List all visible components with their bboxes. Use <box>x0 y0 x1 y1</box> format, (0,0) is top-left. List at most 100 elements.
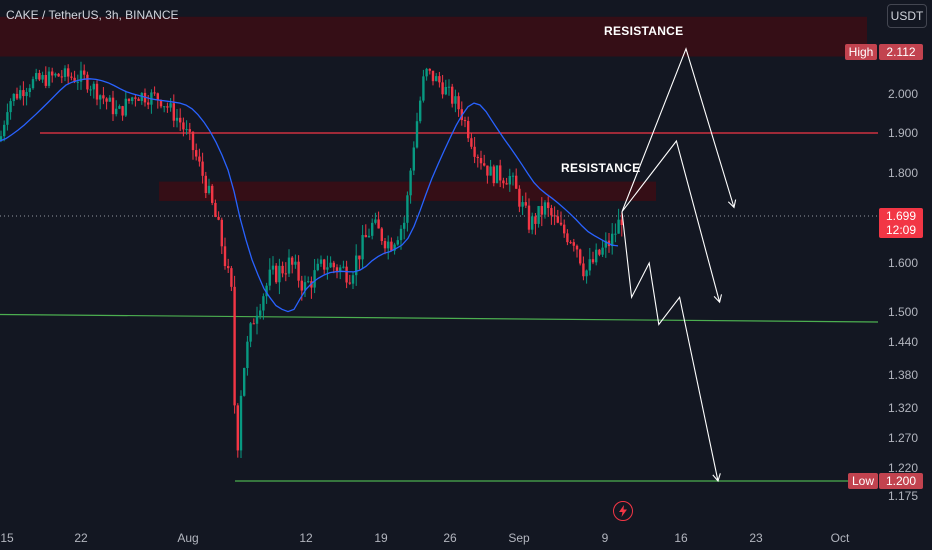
candle-body <box>588 259 591 271</box>
candle-body <box>572 242 575 246</box>
candle-body <box>166 106 169 108</box>
candle-body <box>124 98 127 116</box>
candle-body <box>303 282 307 291</box>
lines-layer <box>0 132 879 482</box>
candle-body <box>179 117 182 123</box>
candle-body <box>233 286 236 406</box>
candle-body <box>415 121 419 148</box>
candle-body <box>73 77 76 82</box>
candle-body <box>537 206 540 224</box>
candle-body <box>479 158 483 164</box>
candle-body <box>191 131 195 151</box>
price-tick-label: 1.800 <box>888 166 918 180</box>
candle-body <box>51 71 54 76</box>
resistance-zone <box>0 16 867 57</box>
candle-body <box>393 244 396 251</box>
candle-body <box>521 202 524 207</box>
candle-body <box>15 93 19 99</box>
candle-body <box>111 97 115 115</box>
candle-body <box>236 405 239 451</box>
candle-body <box>582 263 585 277</box>
candle-body <box>559 222 563 225</box>
time-tick-label: Aug <box>177 531 198 545</box>
candle-body <box>486 165 489 176</box>
candle-body <box>614 233 617 235</box>
candle-body <box>278 265 281 283</box>
candle-body <box>195 150 198 157</box>
candle-body <box>57 73 60 77</box>
candle-body <box>3 124 6 137</box>
candle-body <box>147 102 150 105</box>
candle-body <box>505 183 508 185</box>
candle-body <box>495 165 499 184</box>
candle-body <box>476 156 479 159</box>
bar-countdown: 12:09 <box>885 223 917 237</box>
candle-body <box>595 249 598 263</box>
candle-body <box>297 261 300 281</box>
candle-body <box>156 93 159 101</box>
candle-body <box>364 235 367 238</box>
currency-button[interactable]: USDT <box>887 4 927 28</box>
candle-body <box>463 120 467 122</box>
candle-body <box>515 175 518 189</box>
candle-body <box>76 81 79 83</box>
candle-body <box>579 249 582 264</box>
candle-body <box>383 241 387 249</box>
low-label: Low <box>848 473 878 489</box>
candle-body <box>601 247 604 255</box>
candle-body <box>249 323 252 342</box>
time-tick-label: 22 <box>74 531 88 545</box>
candle-body <box>79 70 83 82</box>
symbol-title[interactable]: CAKE / TetherUS, 3h, BINANCE <box>6 8 179 22</box>
price-axis[interactable]: 2.000 1.900 1.800 1.600 1.500 1.440 1.380 1.320… <box>888 87 918 503</box>
candle-body <box>339 267 342 272</box>
candle-body <box>527 205 531 230</box>
candle-body <box>268 269 271 286</box>
candle-body <box>102 95 105 99</box>
lightning-bolt-icon[interactable] <box>613 501 633 521</box>
candle-body <box>511 175 515 177</box>
candle-body <box>307 281 310 283</box>
time-tick-label: 15 <box>0 531 14 545</box>
candle-body <box>531 216 534 230</box>
candle-body <box>419 100 422 122</box>
price-tick-label: 1.380 <box>888 368 918 382</box>
candle-body <box>348 282 351 284</box>
candle-body <box>182 122 185 130</box>
time-axis[interactable]: 15 22 Aug 12 19 26 Sep 9 16 23 Oct <box>0 531 850 545</box>
candle-body <box>223 246 227 267</box>
candle-body <box>326 267 329 270</box>
candle-body <box>86 74 89 90</box>
candle-body <box>291 257 294 265</box>
candle-body <box>31 79 35 89</box>
candle-body <box>620 219 623 226</box>
horizontal-level-line <box>0 313 879 323</box>
candle-body <box>563 224 566 234</box>
projection-path <box>621 211 719 482</box>
candle-body <box>115 108 118 115</box>
low-value: 1.200 <box>879 473 923 489</box>
candle-body <box>547 202 550 209</box>
resistance-label-top: RESISTANCE <box>604 24 683 38</box>
candle-body <box>371 222 374 236</box>
candle-body <box>54 73 57 76</box>
price-tick-label: 1.175 <box>888 489 918 503</box>
candle-body <box>377 219 380 229</box>
candle-body <box>313 270 316 288</box>
candle-body <box>451 86 454 104</box>
candle-body <box>332 262 335 268</box>
candle-body <box>35 73 38 80</box>
resistance-zone <box>159 181 656 201</box>
candle-body <box>118 106 121 109</box>
candle-body <box>6 112 9 125</box>
candle-body <box>489 166 492 176</box>
candle-body <box>121 106 124 116</box>
candle-body <box>553 215 556 217</box>
projection-path <box>621 47 735 212</box>
candle-body <box>185 129 188 131</box>
candle-body <box>483 163 486 166</box>
high-value: 2.112 <box>879 44 923 60</box>
candle-body <box>575 245 579 250</box>
candle-body <box>67 68 70 77</box>
